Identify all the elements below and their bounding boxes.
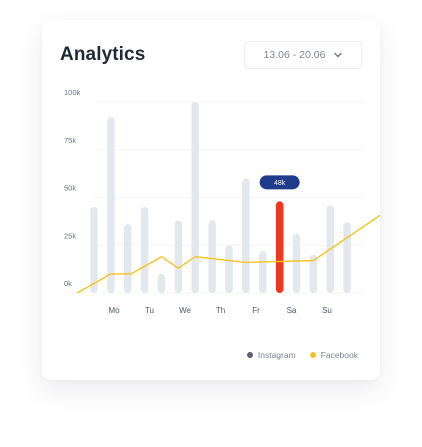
legend-label: Facebook [320,350,358,360]
bar-chart: 0k 25k 50k 75k 100k Mo Tu We Th Fr Sa Su 48k [64,88,380,315]
x-tick-label: Th [216,306,225,315]
legend: Instagram Facebook [246,350,358,360]
series-lines [76,214,380,294]
tooltip-label: 48k [274,180,286,187]
x-tick-label: Su [322,306,332,315]
date-range-label: 13.06 - 20.06 [263,49,326,61]
bar[interactable] [242,178,250,293]
legend-dot [246,352,253,358]
x-tick-label: Mo [108,306,120,315]
bar[interactable] [191,102,200,293]
legend-item-facebook[interactable]: Facebook [309,350,358,360]
series-line [76,214,380,294]
chevron-down-icon [334,52,343,58]
bar[interactable] [225,245,233,293]
y-tick-label: 0k [64,279,72,288]
x-tick-label: We [179,306,191,315]
bar[interactable] [107,117,115,293]
bar[interactable] [292,233,301,293]
bar-highlight[interactable] [275,201,284,293]
y-tick-label: 50k [64,184,76,193]
bar[interactable] [124,224,132,293]
y-axis-ticks: 0k 25k 50k 75k 100k [64,88,81,288]
bar[interactable] [174,220,183,293]
x-tick-label: Tu [145,306,154,315]
analytics-card: Analytics 13.06 - 20.06 0k 25k 50k 75k 100k … [42,20,380,380]
x-tick-label: Fr [252,306,260,315]
legend-label: Instagram [257,350,296,360]
legend-dot [309,352,316,358]
y-tick-label: 25k [64,231,76,240]
page-title: Analytics [60,44,146,65]
bars [90,102,351,293]
tooltip-box [259,175,300,190]
bar[interactable] [90,207,98,293]
bar[interactable] [343,222,351,293]
y-tick-label: 75k [64,136,76,145]
bar[interactable] [140,207,149,293]
date-range-selector[interactable]: 13.06 - 20.06 [244,41,362,69]
legend-item-instagram[interactable]: Instagram [246,350,296,360]
bar[interactable] [309,254,318,293]
x-tick-label: Sa [287,306,297,315]
bar[interactable] [157,273,166,293]
bar[interactable] [208,220,216,293]
y-tick-label: 100k [64,88,81,97]
bar[interactable] [259,250,267,293]
x-axis-ticks: Mo Tu We Th Fr Sa Su [108,306,331,315]
value-tooltip: 48k [259,175,300,190]
